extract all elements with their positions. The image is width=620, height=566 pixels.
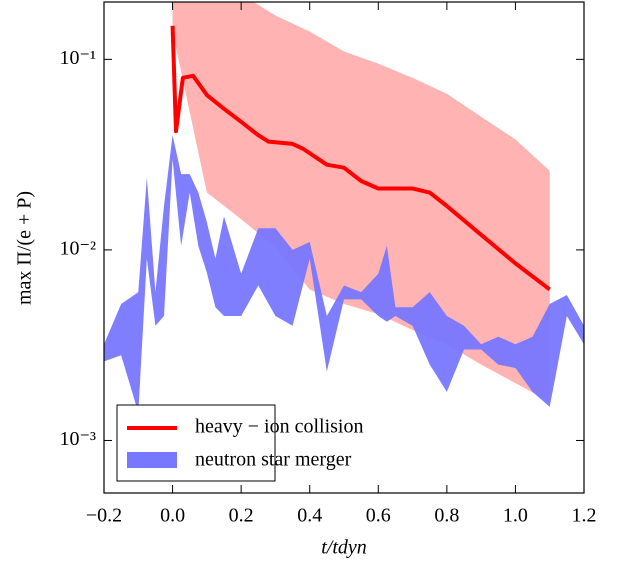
x-tick-label: 0.2 <box>229 505 254 527</box>
x-tick-label: 1.2 <box>572 505 597 527</box>
y-axis-label: max Π/(e + P) <box>14 191 36 305</box>
legend-box <box>116 404 276 482</box>
legend-label: neutron star merger <box>195 449 352 471</box>
plot-frame <box>103 1 585 494</box>
legend-swatch <box>127 452 177 468</box>
y-tick-label: 10⁻³ <box>59 428 96 450</box>
band-area <box>104 135 584 413</box>
band-area <box>172 2 550 402</box>
y-tick-label: 10⁻² <box>59 238 96 260</box>
x-axis-label: t/tdyn <box>321 537 367 559</box>
x-tick-label: 0.4 <box>297 505 322 527</box>
x-tick-label: 0.8 <box>434 505 459 527</box>
y-tick-label: 10⁻¹ <box>59 47 96 69</box>
x-tick-label: 1.0 <box>503 505 528 527</box>
line <box>170 25 551 292</box>
plot-area <box>104 2 584 413</box>
x-tick-label: 0.0 <box>160 505 185 527</box>
x-tick-label: 0.6 <box>366 505 391 527</box>
x-tick-label: −0.2 <box>86 505 122 527</box>
legend-label: heavy − ion collision <box>195 416 363 438</box>
